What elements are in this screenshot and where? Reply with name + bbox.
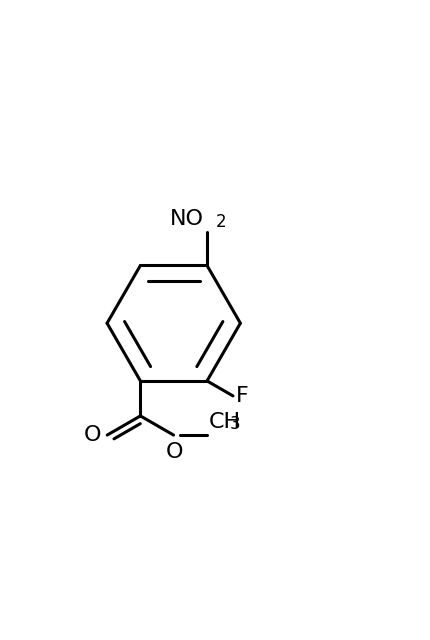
Text: F: F bbox=[237, 386, 249, 406]
Text: O: O bbox=[166, 442, 184, 463]
Text: 2: 2 bbox=[215, 213, 226, 231]
Text: CH: CH bbox=[209, 412, 241, 432]
Text: O: O bbox=[84, 425, 101, 445]
Text: 3: 3 bbox=[230, 415, 240, 433]
Text: NO: NO bbox=[170, 209, 204, 230]
